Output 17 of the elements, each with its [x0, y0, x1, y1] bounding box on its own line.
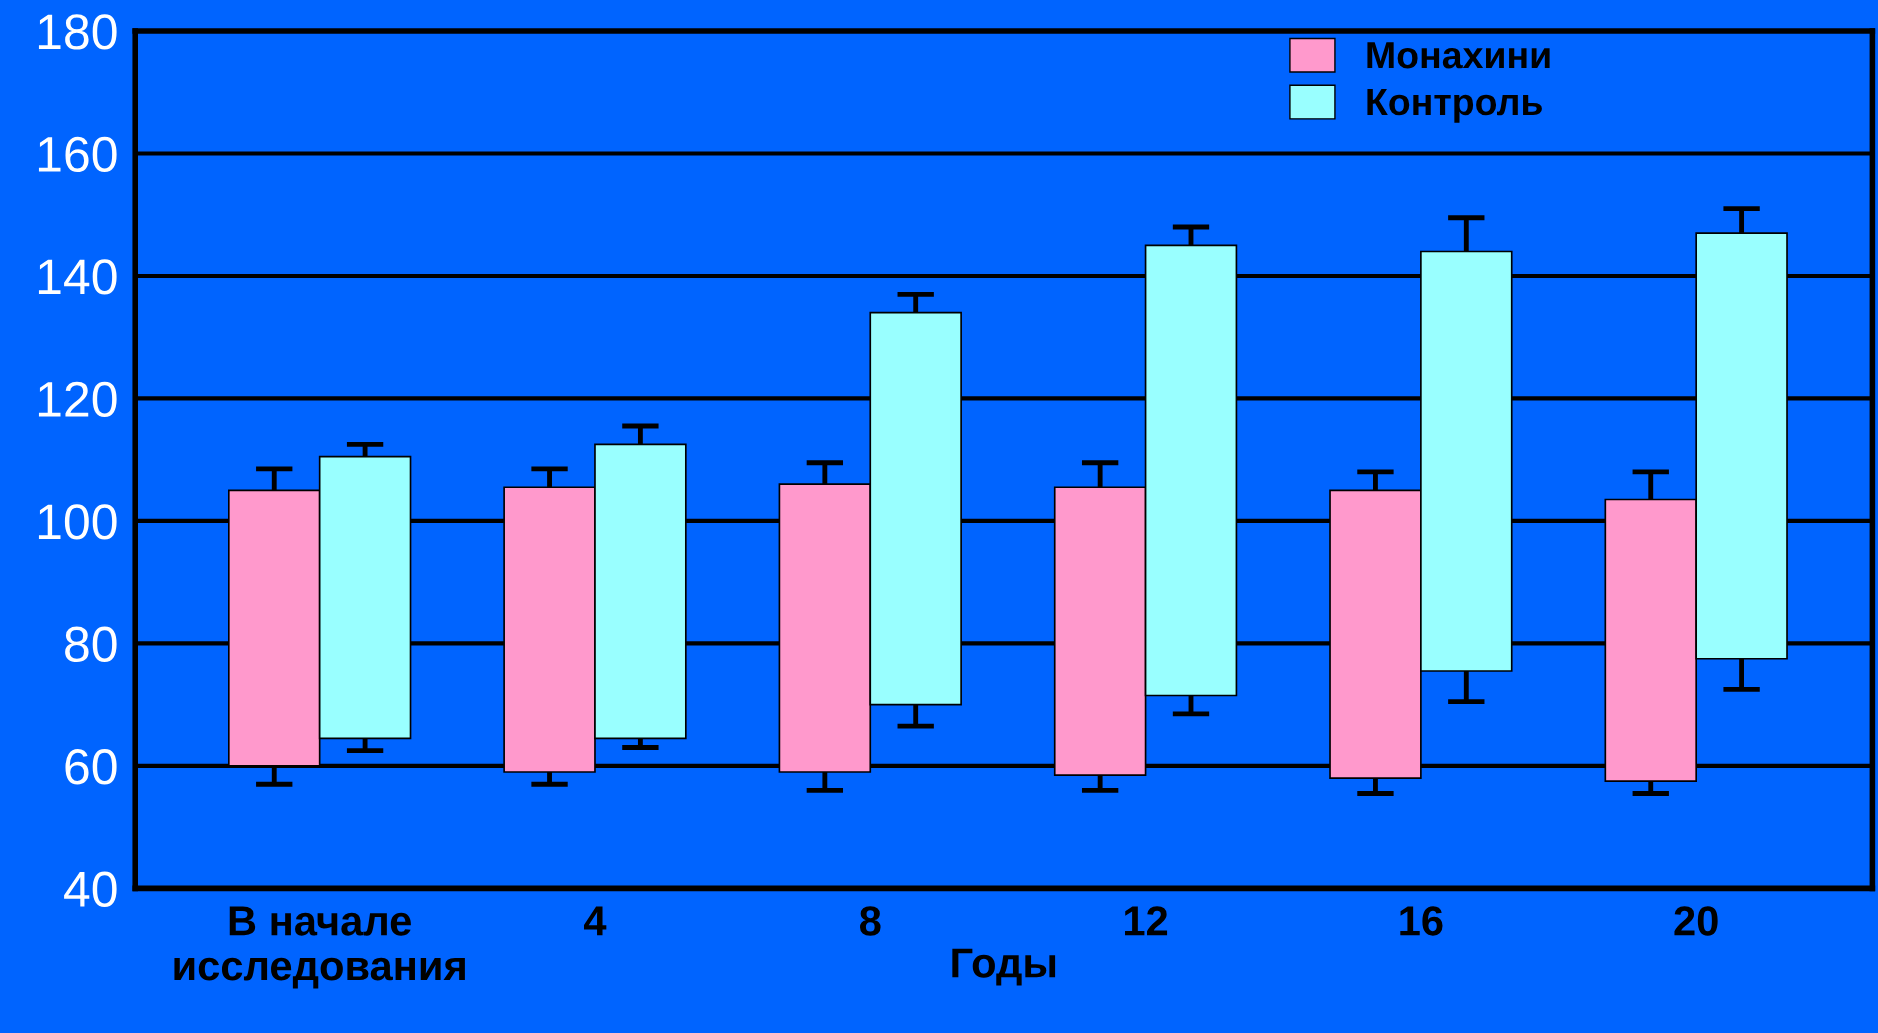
- y-tick-label: 120: [38, 381, 117, 418]
- y-tick-label: 60: [65, 749, 117, 785]
- x-tick-label: 12: [1125, 906, 1168, 936]
- y-tick-label: 40: [64, 871, 117, 907]
- y-tick-label: 160: [38, 136, 117, 173]
- x-axis-title: Годы: [952, 948, 1056, 986]
- x-tick-label: 16: [1400, 906, 1443, 936]
- y-tick-label: 80: [65, 626, 117, 663]
- y-tick-label: 100: [38, 504, 117, 540]
- x-tick-label: 4: [584, 906, 607, 936]
- y-tick-label: 180: [38, 14, 117, 50]
- x-tick-label: 8: [860, 906, 881, 936]
- x-tick-label: В начале исследования: [174, 906, 465, 989]
- x-tick-label: 20: [1674, 906, 1718, 936]
- legend-label: Монахини: [1367, 42, 1550, 69]
- legend-label: Контроль: [1367, 89, 1542, 123]
- y-tick-label: 140: [38, 259, 117, 295]
